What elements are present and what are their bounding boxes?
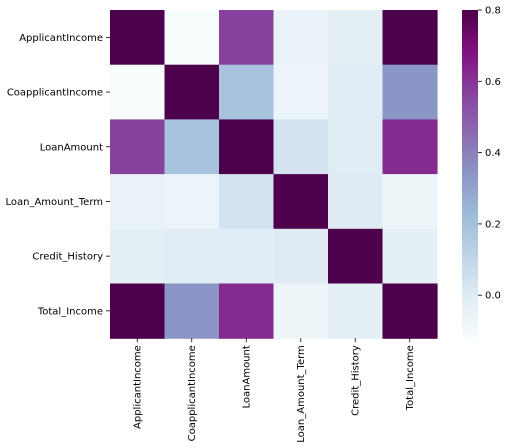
- column-label: ApplicantIncome: [133, 345, 144, 429]
- heatmap-cell: [219, 283, 275, 339]
- row-label: Loan_Amount_Term: [5, 197, 103, 208]
- heatmap-cell: [382, 283, 438, 339]
- heatmap-cell: [164, 10, 220, 66]
- heatmap-cell: [382, 10, 438, 66]
- heatmap-cell: [273, 174, 329, 230]
- heatmap-cell: [273, 64, 329, 120]
- heatmap-cell: [164, 174, 220, 230]
- column-labels: ApplicantIncome CoapplicantIncome LoanAmou…: [133, 338, 416, 443]
- column-label: LoanAmount: [242, 345, 253, 408]
- heatmap-cell: [164, 64, 220, 120]
- heatmap-cell: [382, 119, 438, 175]
- heatmap-cell: [110, 64, 166, 120]
- heatmap-cell: [110, 283, 166, 339]
- heatmap-cell: [110, 174, 166, 230]
- row-label: ApplicantIncome: [19, 33, 103, 44]
- heatmap-cell: [164, 283, 220, 339]
- colorbar-ticks: 0.0 0.2 0.4 0.6 0.8: [478, 6, 501, 302]
- heatmap-cell: [328, 228, 384, 285]
- row-label: Total_Income: [37, 306, 103, 317]
- column-label: Total_Income: [405, 345, 416, 411]
- column-label: Credit_History: [351, 345, 362, 416]
- heatmap-cell: [382, 228, 438, 285]
- heatmap-cell: [110, 228, 166, 285]
- heatmap-cell: [273, 283, 329, 339]
- heatmap-cell: [219, 228, 275, 285]
- row-label: Credit_History: [32, 252, 103, 263]
- heatmap-cell: [164, 119, 220, 175]
- heatmap-cell: [328, 119, 384, 175]
- colorbar-tick-label: 0.6: [485, 77, 501, 88]
- heatmap-cell: [382, 174, 438, 230]
- colorbar: [462, 10, 478, 338]
- column-label: CoapplicantIncome: [187, 345, 198, 441]
- row-label: CoapplicantIncome: [7, 88, 103, 99]
- heatmap-cell: [110, 119, 166, 175]
- row-labels: ApplicantIncome CoapplicantIncome LoanAmou…: [5, 33, 110, 317]
- colorbar-tick-label: 0.0: [485, 291, 501, 302]
- colorbar-tick-label: 0.4: [485, 148, 501, 159]
- heatmap-cell: [219, 174, 275, 230]
- heatmap-cell: [164, 228, 220, 285]
- column-label: Loan_Amount_Term: [296, 345, 307, 443]
- heatmap-cell: [110, 10, 166, 66]
- heatmap-cell: [273, 10, 329, 66]
- heatmap-cell: [219, 10, 275, 66]
- heatmap-cell: [273, 119, 329, 175]
- heatmap-cells: [110, 10, 438, 339]
- heatmap-cell: [219, 64, 275, 120]
- heatmap-cell: [328, 174, 384, 230]
- colorbar-tick-label: 0.8: [485, 6, 501, 17]
- heatmap-cell: [219, 119, 275, 175]
- heatmap-cell: [328, 64, 384, 120]
- heatmap-cell: [273, 228, 329, 285]
- heatmap-cell: [328, 10, 384, 66]
- colorbar-tick-label: 0.2: [485, 219, 501, 230]
- heatmap-cell: [328, 283, 384, 339]
- row-label: LoanAmount: [40, 142, 103, 153]
- heatmap-cell: [382, 64, 438, 120]
